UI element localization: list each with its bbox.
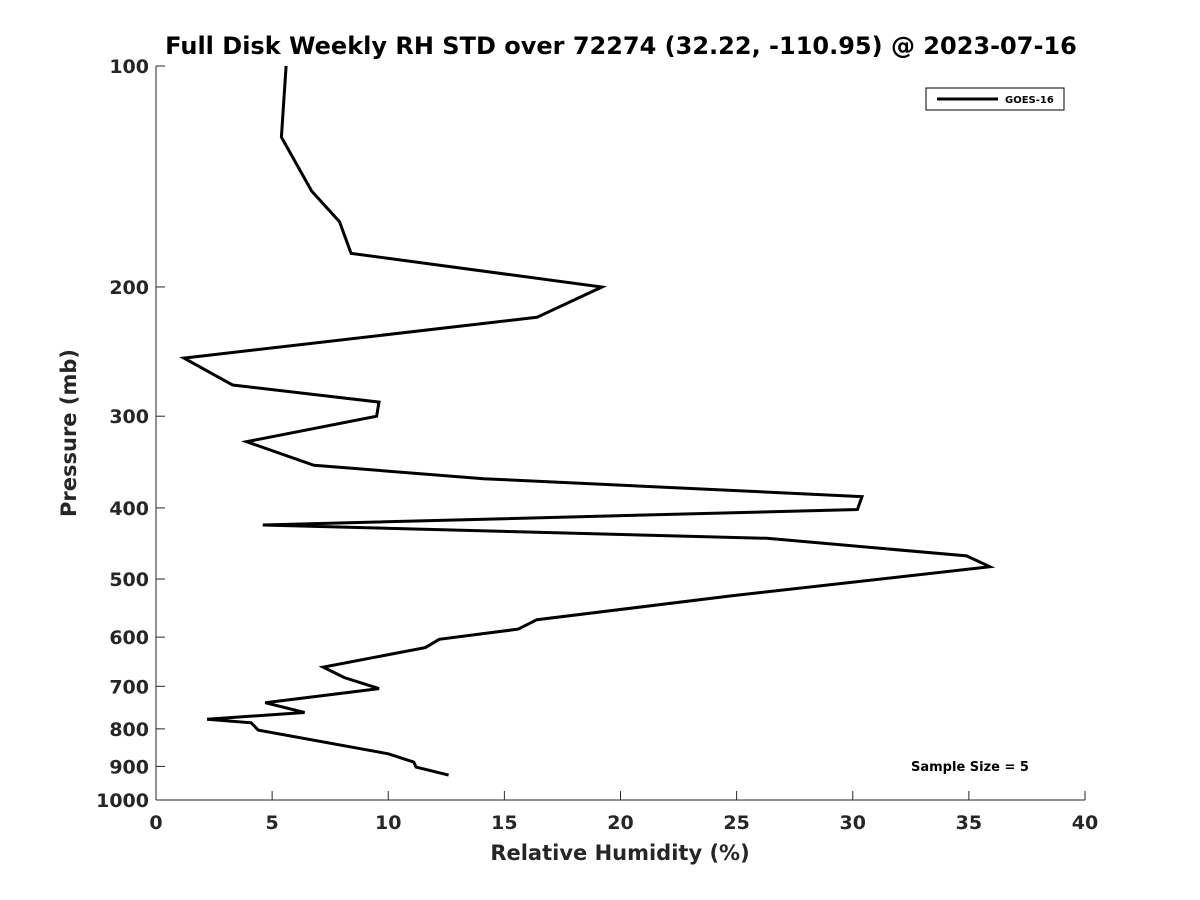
y-tick-label: 500	[109, 569, 149, 591]
x-axis-label: Relative Humidity (%)	[490, 841, 749, 865]
sample-size-annotation: Sample Size = 5	[911, 760, 1029, 775]
x-tick-label: 20	[607, 812, 633, 834]
chart-title: Full Disk Weekly RH STD over 72274 (32.2…	[165, 32, 1077, 60]
y-tick-label: 1000	[96, 790, 149, 812]
x-tick-label: 10	[375, 812, 401, 834]
x-tick-label: 35	[956, 812, 982, 834]
y-tick-label: 300	[109, 406, 149, 428]
series-line-goes-16	[179, 65, 996, 777]
legend: GOES-16	[925, 87, 1065, 111]
y-tick-label: 700	[109, 676, 149, 698]
y-tick-label: 600	[109, 627, 149, 649]
y-tick-label: 100	[109, 56, 149, 78]
x-ticks: 0 5 10 15 20 25 30 35 40	[149, 791, 1098, 834]
x-tick-label: 5	[266, 812, 279, 834]
y-tick-label: 800	[109, 719, 149, 741]
y-axis-label: Pressure (mb)	[57, 349, 81, 517]
x-tick-label: 40	[1072, 812, 1098, 834]
legend-label: GOES-16	[1005, 95, 1054, 106]
x-tick-label: 25	[723, 812, 749, 834]
y-ticks: 100 200 300 400 500 600 700 800 900 1000	[96, 56, 165, 812]
y-tick-label: 900	[109, 756, 149, 778]
x-tick-label: 0	[149, 812, 162, 834]
x-tick-label: 30	[840, 812, 866, 834]
y-tick-label: 200	[109, 277, 149, 299]
series-layer	[179, 65, 996, 777]
y-tick-label: 400	[109, 498, 149, 520]
x-tick-label: 15	[491, 812, 517, 834]
